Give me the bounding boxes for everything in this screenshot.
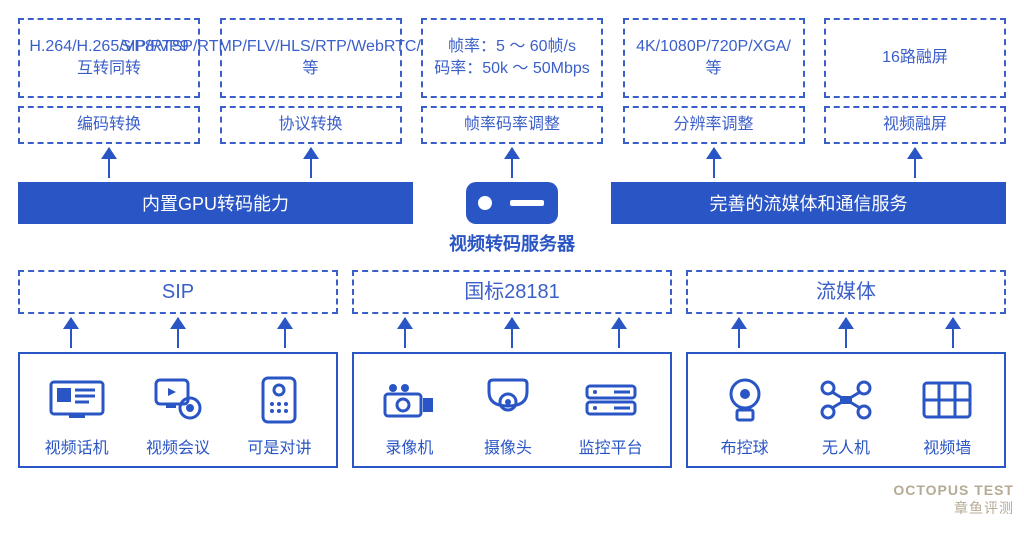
group-stream: 布控球 无人机 视频墙	[686, 352, 1006, 468]
arrow-icon	[108, 148, 110, 178]
arrow-icon	[70, 318, 72, 348]
midcat-sip: SIP	[18, 270, 338, 314]
cat-resolution: 分辨率调整	[623, 106, 805, 144]
desc-protocol: SIP/RTSP/RTMP/FLV/HLS/RTP/WebRTC/GB28118…	[220, 18, 402, 98]
top-cat-row: 编码转换 协议转换 帧率码率调整 分辨率调整 视频融屏	[0, 98, 1024, 144]
arrow-icon	[952, 318, 954, 348]
device-camera: 摄像头	[480, 372, 536, 458]
device-video-phone: 视频话机	[45, 372, 109, 458]
desc-resolution: 4K/1080P/720P/XGA/等	[623, 18, 805, 98]
device-video-conf: 视频会议	[146, 372, 210, 458]
server-label: 视频转码服务器	[427, 230, 597, 256]
bar-left: 内置GPU转码能力	[18, 182, 413, 224]
server-block: 视频转码服务器	[427, 182, 597, 256]
arrow-icon	[618, 318, 620, 348]
arrow-row-2	[0, 318, 1024, 352]
group-sip: 视频话机 视频会议 可是对讲	[18, 352, 338, 468]
device-ptz-ball: 布控球	[717, 372, 773, 458]
group-gb28181: 录像机 摄像头 监控平台	[352, 352, 672, 468]
device-drone: 无人机	[818, 372, 874, 458]
arrow-icon	[713, 148, 715, 178]
video-phone-icon	[49, 372, 105, 428]
camera-icon	[480, 372, 536, 428]
video-wall-icon	[919, 372, 975, 428]
cat-rate: 帧率码率调整	[421, 106, 603, 144]
bar-right: 完善的流媒体和通信服务	[611, 182, 1006, 224]
server-icon	[466, 182, 558, 224]
desc-fusion: 16路融屏	[824, 18, 1006, 98]
arrow-icon	[177, 318, 179, 348]
desc-rate: 帧率：5 ～ 60帧/s 码率：50k ～ 50Mbps	[421, 18, 603, 98]
device-video-wall: 视频墙	[919, 372, 975, 458]
device-recorder: 录像机	[381, 372, 437, 458]
middle-bar-row: 内置GPU转码能力 视频转码服务器 完善的流媒体和通信服务	[0, 182, 1024, 256]
bottom-row: 视频话机 视频会议 可是对讲 录像机 摄像头	[0, 352, 1024, 468]
cat-protocol: 协议转换	[220, 106, 402, 144]
arrow-icon	[914, 148, 916, 178]
drone-icon	[818, 372, 874, 428]
arrow-icon	[284, 318, 286, 348]
device-monitor-platform: 监控平台	[579, 372, 643, 458]
mid-cat-row: SIP 国标28181 流媒体	[0, 256, 1024, 314]
midcat-stream: 流媒体	[686, 270, 1006, 314]
arrow-icon	[511, 318, 513, 348]
midcat-gb28181: 国标28181	[352, 270, 672, 314]
arrow-icon	[511, 148, 513, 178]
cat-codec: 编码转换	[18, 106, 200, 144]
watermark: OCTOPUS TEST 章鱼评测	[893, 482, 1014, 518]
top-desc-row: H.264/H.265/VP8/VP9互转同转 SIP/RTSP/RTMP/FL…	[0, 0, 1024, 98]
video-conf-icon	[150, 372, 206, 428]
cat-fusion: 视频融屏	[824, 106, 1006, 144]
arrow-icon	[738, 318, 740, 348]
device-intercom: 可是对讲	[247, 372, 311, 458]
intercom-icon	[251, 372, 307, 428]
monitor-platform-icon	[583, 372, 639, 428]
arrow-icon	[845, 318, 847, 348]
arrow-icon	[404, 318, 406, 348]
ptz-ball-icon	[717, 372, 773, 428]
arrow-row-1	[0, 148, 1024, 182]
recorder-icon	[381, 372, 437, 428]
arrow-icon	[310, 148, 312, 178]
